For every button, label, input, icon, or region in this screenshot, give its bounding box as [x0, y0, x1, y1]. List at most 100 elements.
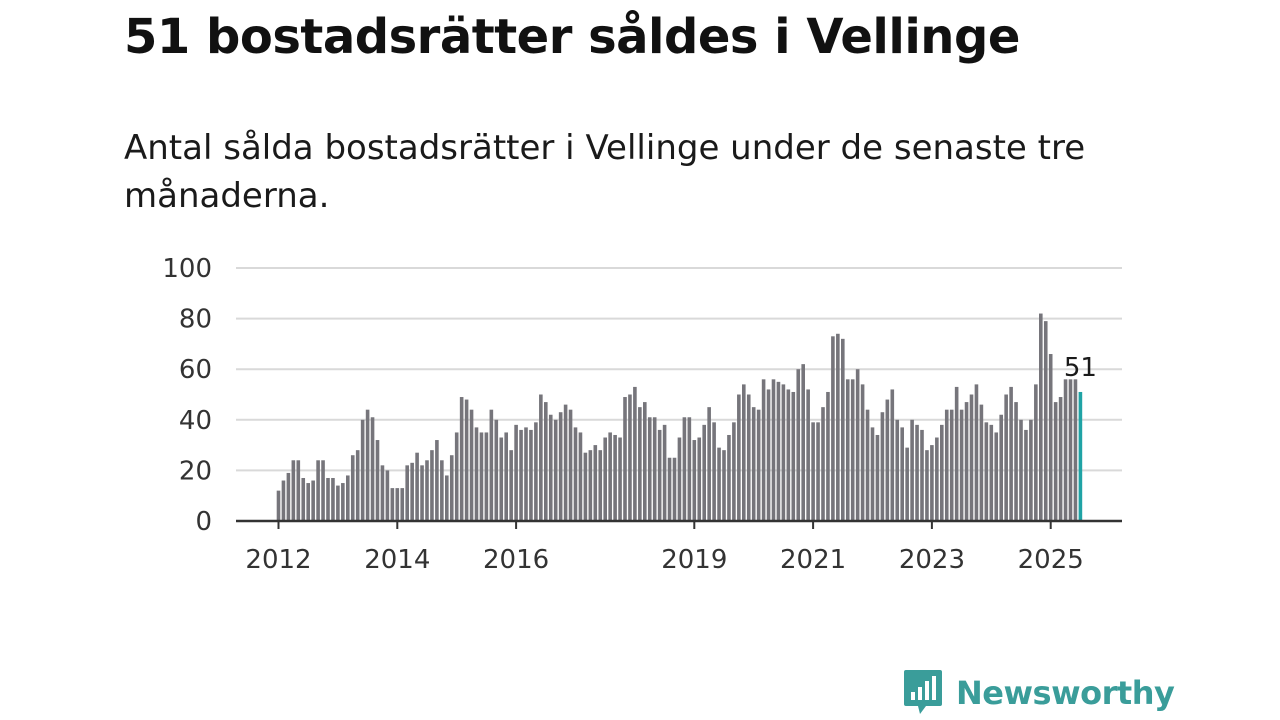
bar — [623, 397, 627, 521]
x-axis-ticks: 2012 2014 2016 2019 2021 2023 2025 — [236, 519, 1122, 575]
bar — [370, 417, 375, 521]
bar — [746, 394, 751, 521]
bar — [672, 457, 677, 521]
bar — [400, 488, 405, 521]
bar — [900, 427, 904, 521]
bar — [445, 475, 449, 521]
bar — [801, 364, 805, 521]
bar — [796, 369, 801, 521]
bar — [737, 394, 741, 521]
bar — [613, 434, 617, 521]
bar — [573, 427, 578, 521]
bar — [682, 417, 687, 521]
bar — [732, 422, 736, 521]
bar — [430, 450, 434, 521]
bar — [781, 384, 786, 521]
bar — [385, 470, 390, 521]
bar — [395, 488, 400, 521]
bar — [321, 460, 325, 521]
bar — [365, 409, 370, 521]
bar — [984, 422, 989, 521]
bar — [717, 447, 721, 521]
bar — [514, 424, 518, 521]
bar — [459, 397, 464, 521]
y-tick-label: 20 — [179, 456, 212, 486]
x-tick-label: 2023 — [899, 545, 965, 575]
bar — [826, 391, 830, 521]
bar — [598, 450, 603, 521]
bar — [410, 462, 414, 521]
bar — [375, 440, 380, 521]
bar — [390, 488, 395, 521]
y-tick-label: 0 — [195, 507, 212, 537]
bar — [355, 450, 360, 521]
bar — [440, 460, 444, 521]
bar — [1073, 379, 1078, 521]
bar — [643, 402, 647, 521]
bar — [568, 409, 573, 521]
bar — [954, 386, 959, 521]
bar — [677, 437, 682, 521]
bar — [712, 422, 716, 521]
bar — [850, 379, 855, 521]
bar — [994, 432, 999, 521]
bar — [722, 450, 726, 521]
bar — [811, 422, 815, 521]
bar — [331, 477, 335, 521]
bar — [880, 412, 885, 521]
x-tick-label: 2014 — [364, 545, 430, 575]
bar — [593, 445, 598, 521]
bar — [657, 429, 662, 521]
bar — [895, 419, 900, 521]
newsworthy-logo-icon — [904, 670, 942, 714]
bar — [964, 402, 969, 521]
x-tick-label: 2012 — [245, 545, 311, 575]
bar — [1009, 386, 1013, 521]
bar — [751, 407, 756, 521]
bar — [326, 477, 330, 521]
bar — [652, 417, 657, 521]
bar — [766, 389, 771, 521]
y-axis-ticks: 0 20 40 60 80 100 — [162, 254, 212, 537]
bar — [489, 409, 494, 521]
bar — [647, 417, 652, 521]
bar — [687, 417, 692, 521]
bar — [776, 381, 781, 521]
bar — [890, 389, 895, 521]
bar — [865, 409, 870, 521]
bar — [628, 394, 632, 521]
bar — [380, 465, 385, 521]
bar — [583, 452, 588, 521]
bar — [301, 477, 306, 521]
bar — [761, 379, 766, 521]
x-tick-label: 2019 — [661, 545, 727, 575]
bar — [806, 389, 810, 521]
bar — [885, 399, 890, 521]
bar — [405, 465, 409, 521]
bar — [989, 424, 994, 521]
bar — [544, 402, 548, 521]
data-label-latest: 51 — [1064, 353, 1097, 383]
bar — [756, 409, 761, 521]
bar — [449, 455, 454, 521]
bar — [346, 475, 350, 521]
bar — [1048, 354, 1053, 521]
bar — [1029, 419, 1033, 521]
bar — [464, 399, 469, 521]
bar — [915, 424, 919, 521]
bar — [1014, 402, 1018, 521]
bar — [425, 460, 429, 521]
bar — [974, 384, 979, 521]
bar — [949, 409, 954, 521]
bar — [940, 424, 944, 521]
data-labels: 51 — [1064, 353, 1097, 383]
bar — [692, 440, 697, 521]
bar — [930, 445, 934, 521]
bar — [920, 429, 924, 521]
bar — [435, 440, 439, 521]
bar — [979, 404, 984, 521]
bar — [1053, 402, 1058, 521]
bar — [548, 414, 553, 521]
bar — [791, 391, 796, 521]
